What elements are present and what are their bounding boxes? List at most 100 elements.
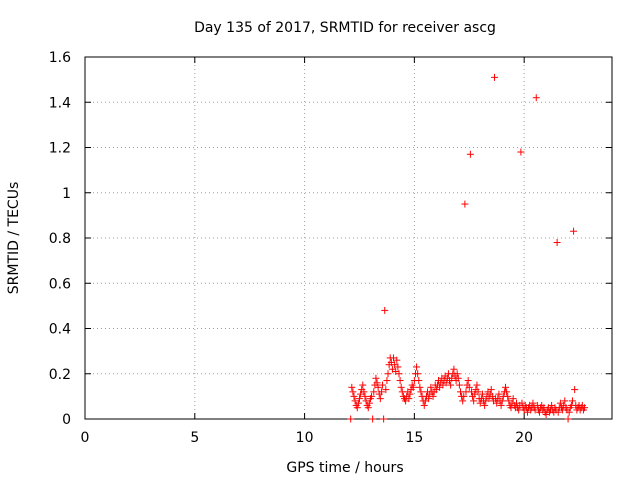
data-point	[571, 386, 579, 394]
y-tick-label: 1.6	[49, 50, 71, 66]
y-tick-label: 0.4	[49, 322, 71, 338]
data-point	[453, 370, 461, 378]
data-point	[350, 392, 358, 400]
data-point	[348, 383, 356, 391]
y-tick-label: 1	[62, 186, 71, 202]
data-point	[379, 381, 387, 389]
x-tick-label: 0	[81, 430, 90, 446]
data-point	[380, 415, 388, 423]
data-point	[405, 395, 413, 403]
data-point	[349, 388, 357, 396]
data-point	[396, 377, 404, 385]
data-point	[369, 415, 377, 423]
x-tick-label: 20	[515, 430, 533, 446]
data-point	[370, 388, 378, 396]
data-point	[429, 392, 437, 400]
data-point	[498, 397, 506, 405]
x-tick-label: 5	[190, 430, 199, 446]
data-point	[464, 377, 472, 385]
data-point	[529, 399, 537, 407]
data-point	[502, 383, 510, 391]
data-point	[420, 401, 428, 409]
data-point	[377, 388, 385, 396]
plot-frame	[84, 56, 613, 420]
x-axis: 0 5 10 15 20	[81, 57, 533, 446]
data-point	[376, 395, 384, 403]
data-point	[359, 381, 367, 389]
data-point	[360, 388, 368, 396]
data-point	[425, 395, 433, 403]
y-tick-label: 0.2	[49, 367, 71, 383]
data-point	[427, 383, 435, 391]
data-point	[416, 383, 424, 391]
data-point	[368, 392, 376, 400]
data-point	[491, 73, 499, 81]
data-point	[473, 381, 481, 389]
data-point	[374, 383, 382, 391]
data-point	[364, 404, 372, 412]
data-point	[470, 397, 478, 405]
data-point	[395, 370, 403, 378]
data-point	[509, 395, 517, 403]
data-point	[478, 390, 486, 398]
data-point	[409, 383, 417, 391]
data-point	[414, 370, 422, 378]
x-tick-label: 15	[405, 430, 423, 446]
data-point	[466, 150, 474, 158]
data-point	[417, 388, 425, 396]
data-point	[561, 397, 569, 405]
data-point	[459, 397, 467, 405]
data-point	[382, 386, 390, 394]
data-point	[568, 397, 576, 405]
data-point	[532, 94, 540, 102]
data-point	[355, 395, 363, 403]
data-point	[454, 374, 462, 382]
data-point	[347, 415, 355, 423]
data-point	[497, 401, 505, 409]
data-point	[383, 377, 391, 385]
data-point	[365, 399, 373, 407]
data-point	[465, 383, 473, 391]
y-tick-label: 0	[62, 412, 71, 428]
data-point	[406, 390, 414, 398]
data-series	[347, 73, 589, 423]
data-point	[553, 239, 561, 247]
data-point	[415, 377, 423, 385]
data-point	[517, 148, 525, 156]
y-tick-label: 0.6	[49, 276, 71, 292]
data-point	[554, 408, 562, 416]
y-tick-label: 0.8	[49, 231, 71, 247]
data-point	[372, 374, 380, 382]
data-point	[384, 370, 392, 378]
data-point	[450, 365, 458, 373]
data-point	[354, 399, 362, 407]
grid	[85, 57, 612, 419]
data-point	[570, 227, 578, 235]
y-tick-label: 1.4	[49, 95, 71, 111]
data-point	[495, 390, 503, 398]
data-point	[455, 381, 463, 389]
data-point	[397, 383, 405, 391]
data-point	[487, 386, 495, 394]
data-point	[413, 363, 421, 371]
data-point	[481, 401, 489, 409]
data-point	[394, 363, 402, 371]
data-point	[353, 404, 361, 412]
data-point	[564, 415, 572, 423]
data-point	[581, 404, 589, 412]
y-axis: 0 0.2 0.4 0.6 0.8 1 1.2 1.4 1.6	[49, 50, 612, 428]
y-tick-label: 1.2	[49, 141, 71, 157]
x-tick-label: 10	[296, 430, 314, 446]
data-point	[474, 388, 482, 396]
data-point	[504, 392, 512, 400]
data-point	[361, 392, 369, 400]
data-point	[503, 388, 511, 396]
data-point	[393, 356, 401, 364]
data-point	[373, 379, 381, 387]
data-point	[381, 306, 389, 314]
y-axis-label: SRMTID / TECUs	[6, 182, 22, 295]
chart-title: Day 135 of 2017, SRMTID for receiver asc…	[194, 20, 496, 36]
data-point	[461, 200, 469, 208]
data-point	[460, 392, 468, 400]
